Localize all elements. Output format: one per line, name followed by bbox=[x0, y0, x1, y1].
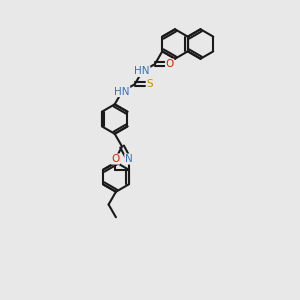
Text: O: O bbox=[166, 59, 174, 69]
Text: N: N bbox=[125, 154, 133, 164]
Text: HN: HN bbox=[134, 67, 150, 76]
Text: O: O bbox=[111, 154, 120, 164]
Text: HN: HN bbox=[114, 87, 130, 97]
Text: S: S bbox=[146, 79, 153, 89]
